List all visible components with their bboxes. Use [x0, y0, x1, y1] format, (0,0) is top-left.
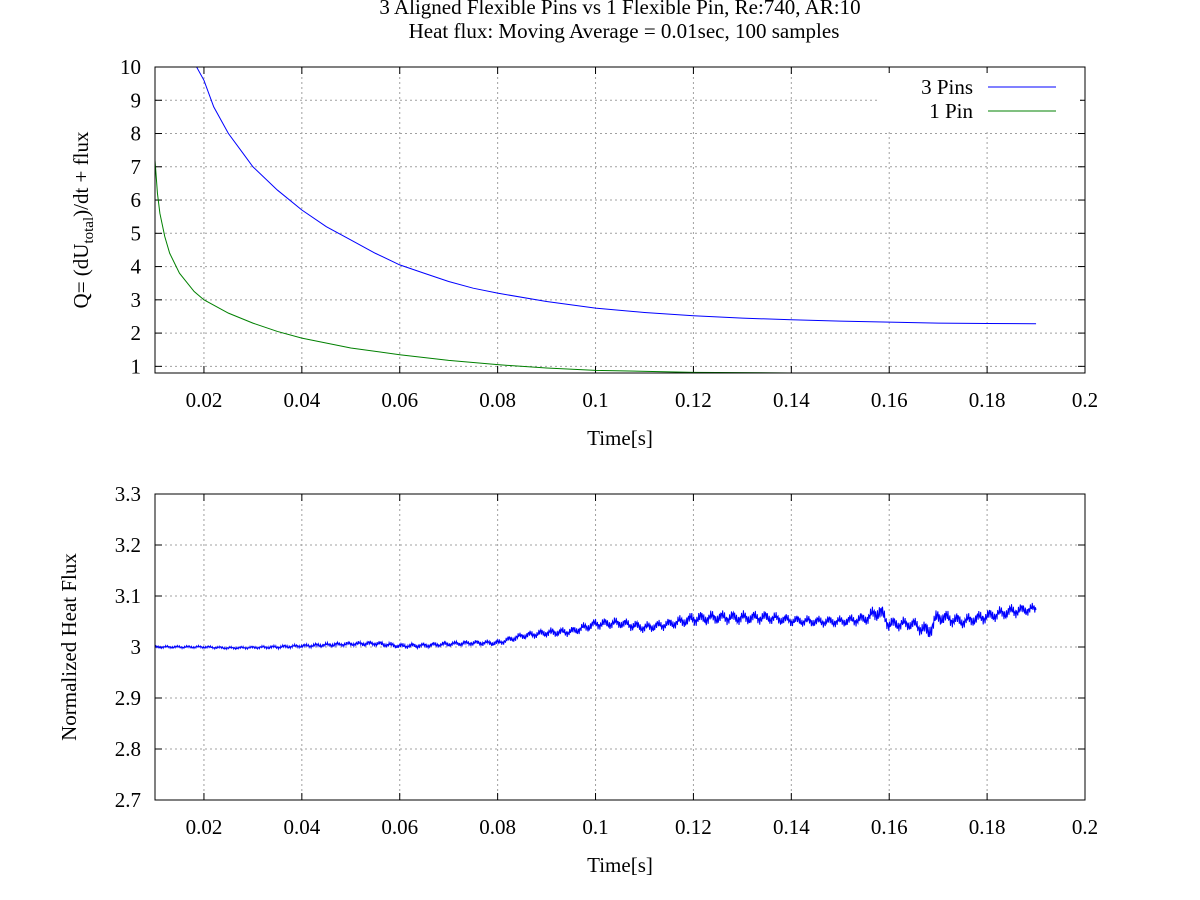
x-tick-label: 0.18: [969, 388, 1006, 412]
y-tick-label: 3: [131, 635, 142, 659]
top-plot: 0.02 0.04 0.06 0.08 0.1 0.12 0.14 0.16 0.18 0.2 1 2…: [69, 55, 1098, 450]
x-tick-label: 0.18: [969, 815, 1006, 839]
x-tick-label: 0.02: [186, 388, 223, 412]
x-axis-label: Time[s]: [587, 426, 653, 450]
y-tick-label: 7: [131, 155, 142, 179]
series-line-3-pins: [196, 67, 1037, 325]
x-tick-label: 0.1: [582, 815, 608, 839]
y-axis-label: Q= (dUtotal)/dt + flux: [69, 131, 97, 308]
y-tick-label: 3: [131, 288, 142, 312]
y-axis-label-part: )/dt + flux: [69, 131, 93, 217]
y-tick-label: 4: [131, 255, 142, 279]
plot-frame: [154, 493, 1086, 801]
x-tick-label: 0.04: [283, 815, 320, 839]
legend-background: [880, 73, 1080, 129]
y-tick-label: 6: [131, 188, 142, 212]
legend-label: 1 Pin: [929, 99, 973, 123]
y-axis-label-part: Q= (dU: [69, 244, 93, 309]
x-tick-label: 0.16: [871, 815, 908, 839]
y-tick-label: 5: [131, 221, 142, 245]
chart-title-line2: Heat flux: Moving Average = 0.01sec, 100…: [409, 19, 840, 43]
y-tick-label: 2: [131, 321, 142, 345]
y-tick-label: 3.3: [115, 482, 141, 506]
chart-title-line1: 3 Aligned Flexible Pins vs 1 Flexible Pi…: [379, 0, 860, 19]
x-tick-label: 0.08: [479, 388, 516, 412]
x-tick-label: 0.06: [381, 388, 418, 412]
y-tick-label: 3.2: [115, 533, 141, 557]
y-axis-label-subscript: total: [81, 217, 97, 244]
y-tick-label: 1: [131, 354, 142, 378]
x-tick-label: 0.12: [675, 388, 712, 412]
x-tick-label: 0.1: [582, 388, 608, 412]
x-tick-label: 0.02: [186, 815, 223, 839]
bottom-plot: 0.02 0.04 0.06 0.08 0.1 0.12 0.14 0.16 0.18 0.2 2.…: [57, 482, 1098, 877]
x-tick-label: 0.06: [381, 815, 418, 839]
plot-frame: [154, 66, 1086, 374]
x-tick-label: 0.2: [1072, 388, 1098, 412]
x-tick-label: 0.04: [283, 388, 320, 412]
x-tick-label: 0.14: [773, 815, 810, 839]
x-tick-label: 0.12: [675, 815, 712, 839]
y-tick-label: 3.1: [115, 584, 141, 608]
x-tick-label: 0.2: [1072, 815, 1098, 839]
y-tick-label: 9: [131, 88, 142, 112]
y-tick-label: 2.9: [115, 686, 141, 710]
y-axis-label: Normalized Heat Flux: [57, 553, 81, 741]
legend-label: 3 Pins: [921, 75, 973, 99]
series-line-normalized-heat-flux: [155, 602, 1037, 651]
x-axis-label: Time[s]: [587, 853, 653, 877]
y-tick-label: 8: [131, 122, 142, 146]
x-tick-label: 0.08: [479, 815, 516, 839]
x-tick-label: 0.14: [773, 388, 810, 412]
y-tick-label: 10: [120, 55, 141, 79]
y-tick-label: 2.7: [115, 788, 141, 812]
y-tick-label: 2.8: [115, 737, 141, 761]
x-tick-label: 0.16: [871, 388, 908, 412]
